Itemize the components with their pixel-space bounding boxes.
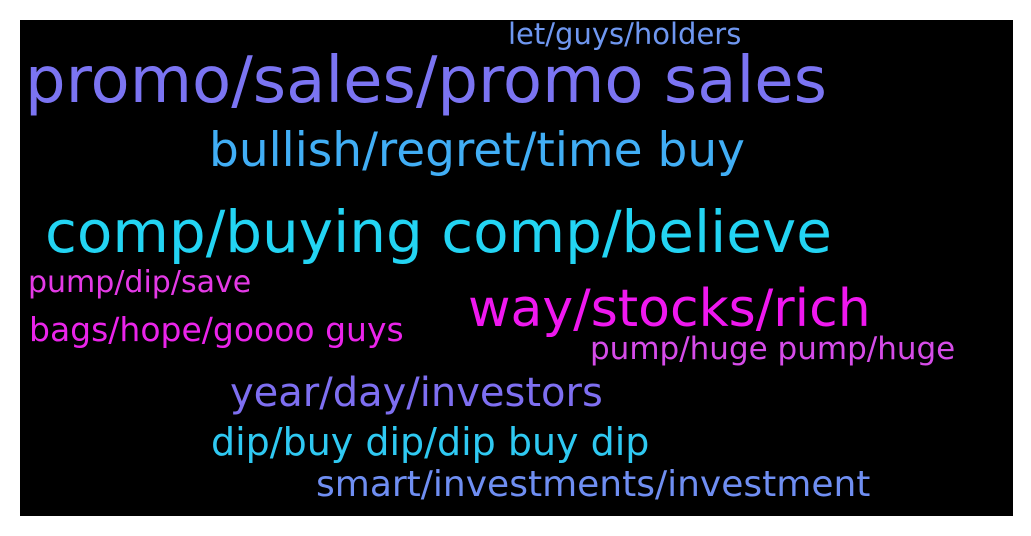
word-pump-huge: pump/huge pump/huge — [590, 331, 956, 367]
word-comp-buying: comp/buying comp/believe — [45, 198, 832, 266]
word-pump-dip-save: pump/dip/save — [28, 265, 252, 300]
word-cloud-canvas: let/guys/holders promo/sales/promo sales… — [20, 20, 1013, 516]
word-dip-buy-dip: dip/buy dip/dip buy dip — [211, 420, 650, 464]
word-way-stocks-rich: way/stocks/rich — [468, 279, 871, 339]
word-bullish-regret: bullish/regret/time buy — [209, 123, 745, 178]
word-smart-investments: smart/investments/investment — [316, 464, 871, 505]
word-let-guys-holders: let/guys/holders — [508, 20, 742, 51]
word-year-day-investors: year/day/investors — [230, 370, 603, 416]
word-promo-sales: promo/sales/promo sales — [25, 44, 827, 118]
word-bags-hope: bags/hope/goooo guys — [29, 310, 404, 349]
